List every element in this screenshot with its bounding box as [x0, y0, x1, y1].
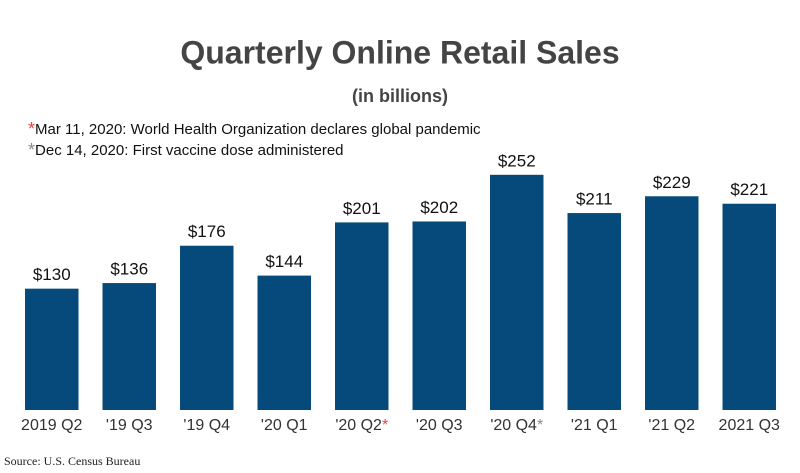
- value-label: $130: [33, 265, 71, 284]
- x-tick-label: '21 Q2: [648, 417, 695, 434]
- bar: [25, 288, 79, 410]
- bar: [257, 275, 311, 410]
- bar: [180, 245, 234, 410]
- value-label: $136: [110, 260, 148, 279]
- x-tick-label: 2019 Q2: [21, 417, 82, 434]
- bar: [335, 222, 389, 410]
- x-tick-label: '20 Q2*: [335, 417, 388, 434]
- annotation: *Dec 14, 2020: First vaccine dose admini…: [28, 140, 344, 160]
- annotation-marker: *: [28, 119, 35, 139]
- value-label: $211: [576, 190, 613, 209]
- x-tick-label: '19 Q4: [183, 417, 230, 434]
- value-label: $144: [265, 252, 303, 271]
- bar: [490, 174, 544, 410]
- value-label: $201: [343, 199, 381, 218]
- x-tick-label: '20 Q4*: [490, 417, 543, 434]
- value-label: $176: [188, 222, 226, 241]
- value-label: $221: [730, 180, 768, 199]
- annotation: *Mar 11, 2020: World Health Organization…: [28, 119, 481, 139]
- value-label: $202: [420, 198, 458, 217]
- x-tick-label: '21 Q1: [571, 417, 618, 434]
- bar: [722, 203, 776, 410]
- bar: [102, 283, 156, 410]
- x-tick-label: '19 Q3: [106, 417, 153, 434]
- source-note: Source: U.S. Census Bureau: [4, 454, 140, 468]
- value-label: $252: [498, 151, 536, 170]
- x-tick-label: '20 Q1: [261, 417, 308, 434]
- bar: [412, 221, 466, 410]
- x-tick-label: 2021 Q3: [719, 417, 780, 434]
- chart-title: Quarterly Online Retail Sales: [180, 34, 619, 70]
- bar: [567, 213, 621, 410]
- annotation-text: Mar 11, 2020: World Health Organization …: [35, 121, 481, 138]
- x-tick-label: '20 Q3: [416, 417, 463, 434]
- annotation-text: Dec 14, 2020: First vaccine dose adminis…: [35, 142, 344, 159]
- bar: [645, 196, 699, 410]
- annotation-marker: *: [28, 140, 35, 160]
- value-label: $229: [653, 173, 691, 192]
- chart-subtitle: (in billions): [352, 86, 448, 106]
